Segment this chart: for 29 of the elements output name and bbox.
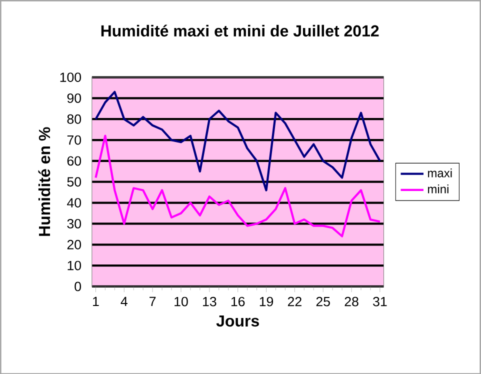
y-tick-label: 70 <box>67 135 82 145</box>
x-tick-label: 25 <box>316 296 330 306</box>
y-tick-label: 50 <box>67 176 82 186</box>
y-tick-label: 20 <box>67 240 82 250</box>
x-tick-label: 13 <box>203 296 216 306</box>
x-tick-label: 10 <box>174 296 188 306</box>
legend-label: mini <box>428 184 448 194</box>
x-axis-title: Jours <box>216 315 259 326</box>
y-tick-label: 0 <box>74 282 82 291</box>
x-tick-label: 16 <box>231 296 245 306</box>
chart-title: Humidité maxi et mini de Juillet 2012 <box>101 24 379 36</box>
y-tick-label: 100 <box>60 72 82 82</box>
x-tick-label: 4 <box>120 296 128 306</box>
x-tick-label: 28 <box>344 296 358 306</box>
y-tick-label: 30 <box>67 218 82 228</box>
y-tick-label: 80 <box>67 114 82 124</box>
x-tick-label: 31 <box>373 296 387 306</box>
x-tick-label: 22 <box>288 296 302 306</box>
x-tick-label: 1 <box>93 296 99 306</box>
y-tick-label: 10 <box>68 260 82 270</box>
x-tick-label: 7 <box>150 296 156 306</box>
y-axis-title: Humidité en % <box>38 127 50 236</box>
legend-label: maxi <box>428 168 452 178</box>
line-series <box>94 90 382 192</box>
y-tick-label: 60 <box>67 156 82 166</box>
y-tick-label: 90 <box>67 93 82 103</box>
line-series <box>94 134 382 238</box>
y-tick-label: 40 <box>67 198 82 208</box>
x-tick-label: 19 <box>260 296 274 306</box>
